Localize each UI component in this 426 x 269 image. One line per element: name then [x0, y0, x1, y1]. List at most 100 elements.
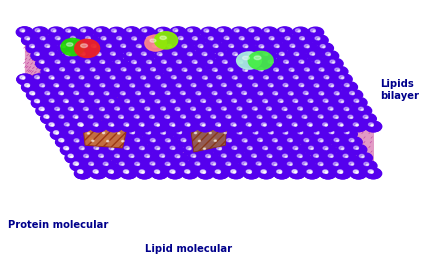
Circle shape — [277, 46, 279, 47]
Circle shape — [60, 145, 77, 155]
Circle shape — [126, 99, 130, 102]
Circle shape — [187, 125, 190, 126]
Circle shape — [92, 121, 108, 132]
Circle shape — [71, 90, 87, 100]
Circle shape — [123, 74, 139, 85]
Circle shape — [257, 115, 262, 118]
Circle shape — [139, 123, 144, 126]
Circle shape — [147, 66, 164, 76]
Circle shape — [257, 38, 259, 40]
Circle shape — [103, 90, 119, 100]
Circle shape — [190, 101, 192, 102]
Circle shape — [86, 90, 102, 100]
Circle shape — [135, 138, 140, 141]
Circle shape — [235, 54, 237, 55]
Circle shape — [315, 137, 331, 147]
Circle shape — [112, 125, 114, 126]
Circle shape — [245, 121, 261, 132]
Circle shape — [61, 121, 78, 132]
Circle shape — [228, 164, 230, 165]
Circle shape — [60, 44, 65, 48]
Circle shape — [127, 29, 132, 32]
Circle shape — [294, 52, 299, 55]
Circle shape — [103, 132, 105, 134]
Circle shape — [304, 45, 309, 48]
Circle shape — [153, 140, 155, 142]
Circle shape — [66, 105, 82, 116]
Circle shape — [280, 29, 285, 32]
Circle shape — [255, 109, 257, 110]
Circle shape — [219, 129, 235, 139]
Circle shape — [162, 90, 178, 100]
Circle shape — [296, 77, 298, 79]
Circle shape — [176, 84, 181, 87]
Circle shape — [221, 35, 237, 45]
Circle shape — [266, 54, 268, 55]
Circle shape — [80, 123, 85, 126]
Circle shape — [155, 170, 160, 173]
Circle shape — [173, 148, 175, 149]
Circle shape — [92, 74, 108, 84]
Circle shape — [270, 90, 286, 100]
Polygon shape — [83, 126, 374, 174]
Circle shape — [74, 139, 79, 142]
Circle shape — [61, 140, 63, 142]
Circle shape — [95, 76, 99, 79]
Circle shape — [22, 82, 38, 93]
Circle shape — [188, 82, 204, 92]
Circle shape — [204, 29, 209, 32]
Circle shape — [209, 109, 211, 111]
Circle shape — [214, 140, 216, 141]
Circle shape — [212, 138, 216, 141]
Circle shape — [271, 90, 288, 100]
Circle shape — [325, 172, 328, 173]
Circle shape — [218, 172, 220, 173]
Circle shape — [61, 117, 63, 118]
Circle shape — [279, 125, 281, 126]
Circle shape — [337, 140, 339, 141]
Circle shape — [62, 74, 78, 84]
Circle shape — [119, 86, 121, 87]
Circle shape — [75, 91, 80, 95]
Circle shape — [254, 37, 259, 40]
Circle shape — [284, 60, 288, 63]
Circle shape — [233, 172, 236, 173]
Circle shape — [117, 90, 133, 100]
Circle shape — [102, 109, 104, 111]
Circle shape — [168, 121, 184, 132]
Circle shape — [229, 144, 245, 155]
Circle shape — [144, 101, 146, 102]
Circle shape — [76, 74, 92, 84]
Circle shape — [49, 52, 54, 55]
Circle shape — [111, 82, 127, 93]
Circle shape — [249, 29, 254, 32]
Circle shape — [167, 117, 169, 118]
Circle shape — [164, 113, 180, 124]
Circle shape — [225, 113, 241, 124]
Circle shape — [165, 38, 167, 40]
Circle shape — [334, 92, 339, 95]
Circle shape — [256, 85, 259, 87]
Circle shape — [121, 168, 137, 179]
Circle shape — [326, 105, 343, 116]
Circle shape — [173, 76, 178, 79]
Circle shape — [170, 70, 171, 71]
Circle shape — [305, 145, 322, 155]
Circle shape — [285, 133, 288, 134]
Circle shape — [282, 101, 283, 102]
Circle shape — [285, 137, 301, 147]
Circle shape — [170, 170, 175, 173]
Circle shape — [150, 139, 155, 142]
Circle shape — [45, 91, 50, 95]
Circle shape — [198, 44, 203, 48]
Circle shape — [124, 170, 128, 173]
Circle shape — [251, 82, 267, 93]
Circle shape — [248, 76, 253, 79]
Circle shape — [152, 44, 157, 47]
Circle shape — [65, 153, 81, 163]
Circle shape — [134, 115, 139, 118]
Circle shape — [271, 43, 288, 53]
Circle shape — [161, 60, 166, 63]
Circle shape — [329, 84, 334, 87]
Circle shape — [109, 123, 113, 126]
